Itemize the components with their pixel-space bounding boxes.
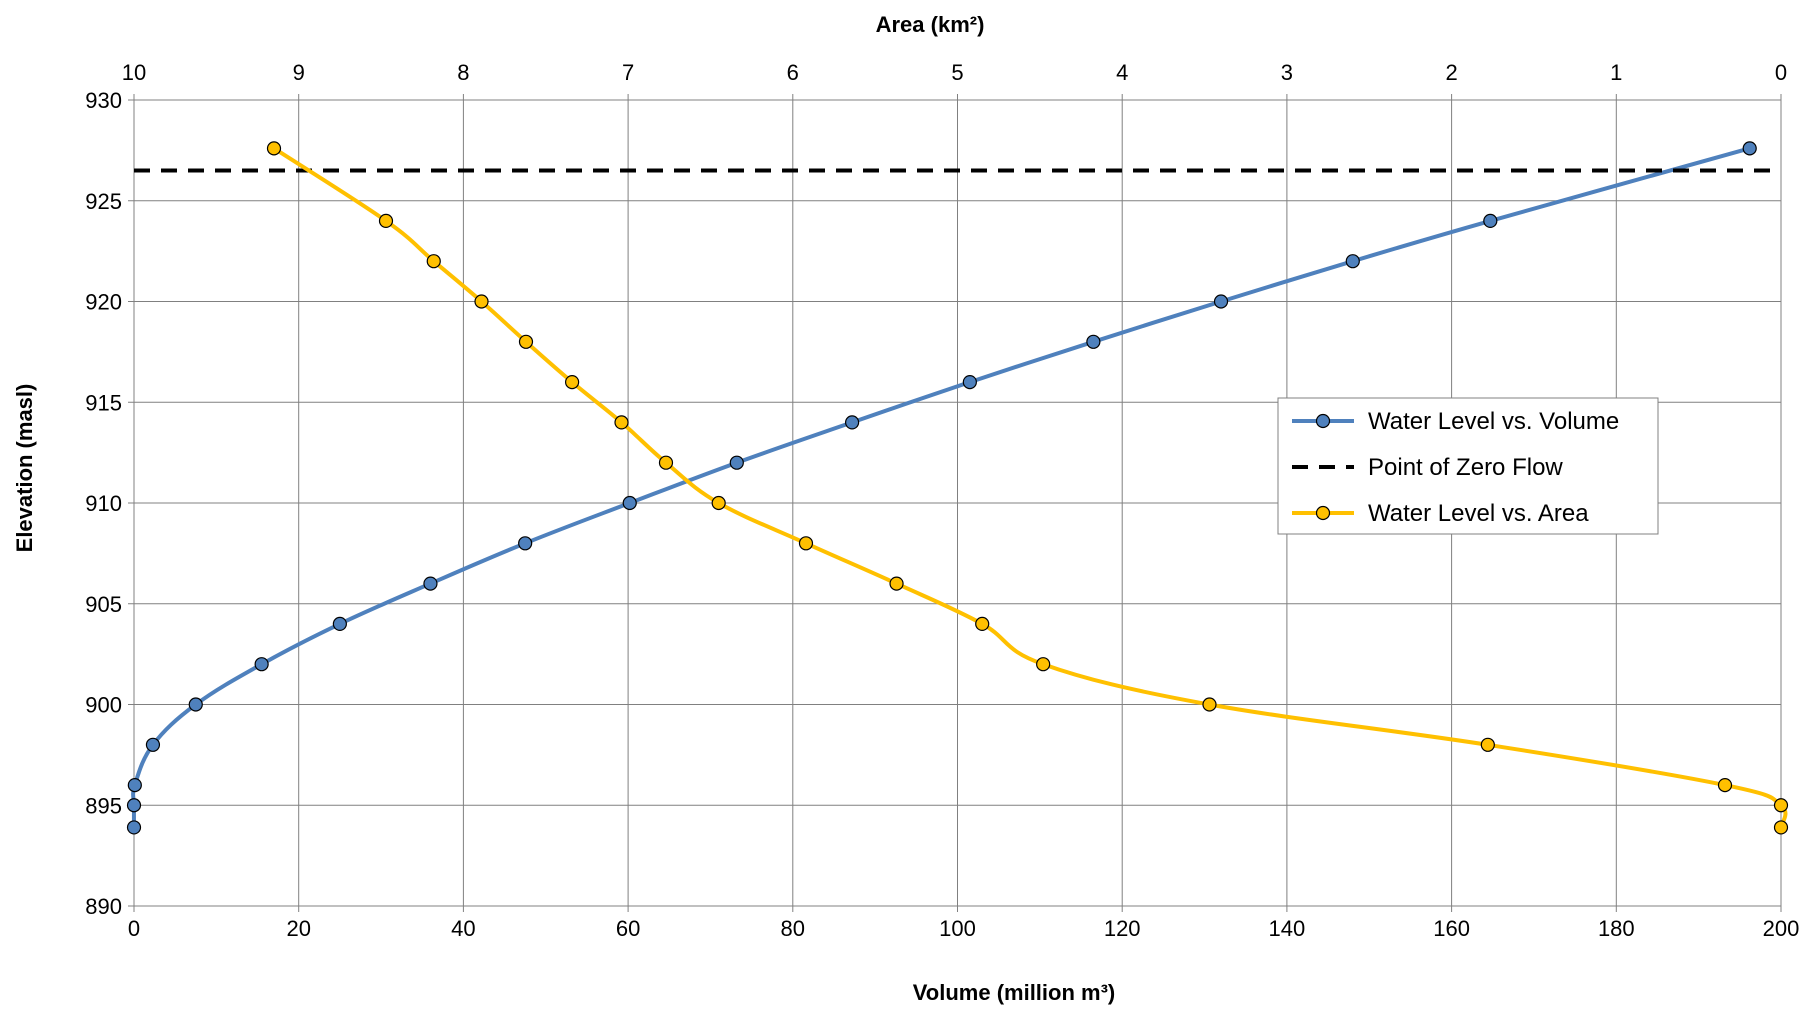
data-point [975, 616, 990, 632]
legend-label: Water Level vs. Area [1368, 500, 1589, 527]
y-tick-label: 890 [85, 894, 122, 919]
data-point [962, 375, 977, 390]
data-point [1036, 657, 1051, 672]
data-point [1480, 737, 1495, 752]
data-point [658, 455, 674, 470]
data-point [378, 213, 394, 228]
x2-tick-label: 2 [1445, 60, 1457, 85]
data-point [1345, 254, 1360, 269]
y-tick-label: 930 [85, 88, 122, 113]
data-point [474, 294, 489, 309]
x2-tick-label: 8 [457, 60, 469, 85]
y-tick-label: 925 [85, 189, 122, 214]
x2-tick-label: 4 [1116, 60, 1128, 85]
y-tick-label: 910 [85, 491, 122, 516]
data-point [1483, 213, 1498, 228]
data-point [1213, 294, 1229, 309]
data-point [1773, 820, 1789, 835]
data-point [565, 375, 580, 390]
x-tick-label: 20 [286, 916, 310, 941]
data-point [126, 820, 142, 835]
x2-tick-label: 7 [622, 60, 634, 85]
data-point [266, 141, 282, 156]
data-point [332, 616, 347, 632]
x2-tick-label: 10 [122, 60, 146, 85]
y-tick-label: 895 [85, 793, 122, 818]
x2-tick-label: 9 [293, 60, 305, 85]
x-tick-label: 180 [1598, 916, 1635, 941]
data-point [844, 415, 860, 430]
x2-tick-label: 1 [1610, 60, 1622, 85]
data-point [729, 455, 744, 470]
data-point [614, 415, 629, 430]
x-tick-label: 120 [1104, 916, 1141, 941]
data-point [622, 495, 637, 511]
data-point [145, 737, 161, 752]
x2-tick-label: 3 [1281, 60, 1293, 85]
y-tick-label: 905 [85, 592, 122, 617]
x2-tick-label: 5 [951, 60, 963, 85]
legend-label: Water Level vs. Volume [1368, 408, 1619, 435]
data-point [889, 576, 904, 591]
data-point [518, 536, 533, 551]
x-tick-label: 40 [451, 916, 475, 941]
legend-label: Point of Zero Flow [1368, 454, 1563, 481]
x-axis-title: Volume (million m³) [913, 980, 1115, 1005]
data-point [423, 576, 438, 591]
data-point [711, 495, 726, 511]
legend-swatch-marker [1315, 413, 1331, 429]
y-axis-title: Elevation (masl) [12, 384, 37, 553]
data-point [126, 798, 142, 813]
x-tick-label: 140 [1269, 916, 1306, 941]
x2-axis-title: Area (km²) [876, 12, 985, 37]
data-point [188, 697, 203, 712]
x-tick-label: 100 [939, 916, 976, 941]
data-point [1773, 798, 1789, 813]
data-point [798, 536, 814, 551]
data-point [1202, 697, 1217, 712]
x-tick-label: 200 [1763, 916, 1800, 941]
x2-tick-label: 0 [1775, 60, 1787, 85]
x-tick-label: 60 [616, 916, 640, 941]
x-tick-label: 160 [1433, 916, 1470, 941]
x-tick-label: 80 [781, 916, 805, 941]
series-line-0 [131, 146, 1752, 830]
data-point [1717, 777, 1733, 793]
y-tick-label: 915 [85, 390, 122, 415]
data-point [518, 334, 534, 349]
legend: Water Level vs. Volume Point of Zero Flow… [1277, 397, 1659, 535]
data-point [127, 777, 142, 793]
x2-tick-label: 6 [787, 60, 799, 85]
data-point [1086, 334, 1101, 349]
data-point [1742, 141, 1757, 156]
y-tick-label: 900 [85, 693, 122, 718]
data-point [254, 657, 269, 672]
legend-swatch-marker [1315, 505, 1331, 521]
x-tick-label: 0 [128, 916, 140, 941]
y-tick-label: 920 [85, 290, 122, 315]
data-point [426, 254, 441, 269]
series [126, 141, 1789, 835]
